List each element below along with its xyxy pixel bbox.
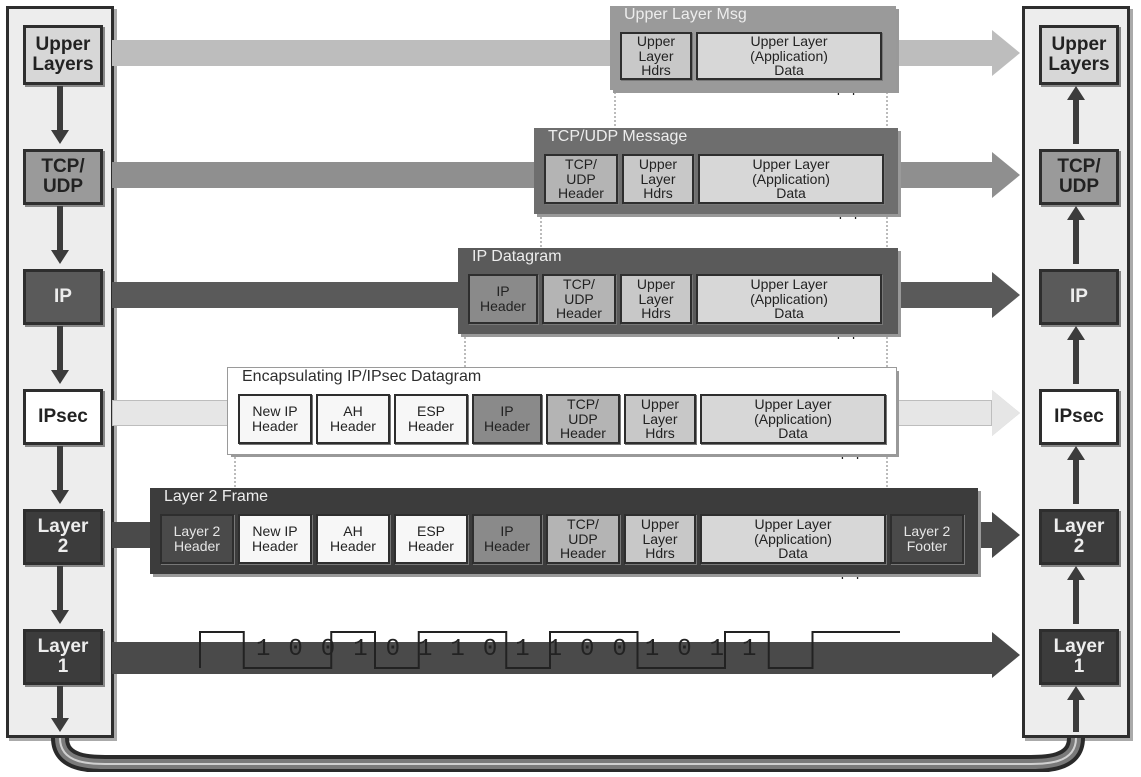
seg-ahh: AHHeader	[316, 394, 390, 444]
seg-tcph: TCP/UDPHeader	[546, 394, 620, 444]
m_upper: Upper Layer Msg UpperLayerHdrsUpper Layer…	[610, 6, 896, 90]
signal-waveform	[200, 628, 900, 672]
left-layer-l2: Layer2	[23, 509, 103, 565]
seg-newiph: New IPHeader	[238, 514, 312, 564]
seg-l2f: Layer 2Footer	[890, 514, 964, 564]
vertical-arrow	[53, 446, 67, 504]
m_l2: Layer 2 Frame Layer 2HeaderNew IPHeaderAH…	[150, 488, 978, 574]
seg-esph: ESPHeader	[394, 514, 468, 564]
seg-newiph: New IPHeader	[238, 394, 312, 444]
right-layer-l2: Layer2	[1039, 509, 1119, 565]
m_ip-title: IP Datagram	[472, 248, 562, 266]
m_tcp-title: TCP/UDP Message	[548, 128, 687, 146]
vertical-arrow	[53, 206, 67, 264]
vertical-arrow	[1069, 686, 1083, 732]
seg-tcph: TCP/UDPHeader	[544, 154, 618, 204]
left-layer-ip: IP	[23, 269, 103, 325]
seg-ulh: UpperLayerHdrs	[624, 394, 696, 444]
right-layer-tcpudp: TCP/UDP	[1039, 149, 1119, 205]
m_l2-title: Layer 2 Frame	[164, 488, 268, 506]
seg-iph: IPHeader	[472, 394, 542, 444]
m_ip: IP Datagram IPHeaderTCP/UDPHeaderUpperLay…	[458, 248, 898, 334]
vertical-arrow	[1069, 326, 1083, 384]
seg-uld: Upper Layer(Application)Data	[696, 32, 882, 80]
seg-esph: ESPHeader	[394, 394, 468, 444]
seg-ulh: UpperLayerHdrs	[624, 514, 696, 564]
left-layer-l1: Layer1	[23, 629, 103, 685]
vertical-arrow	[1069, 446, 1083, 504]
right-layer-ipsec: IPsec	[1039, 389, 1119, 445]
right-layer-ip: IP	[1039, 269, 1119, 325]
vertical-arrow	[53, 566, 67, 624]
seg-uld: Upper Layer(Application)Data	[698, 154, 884, 204]
seg-uld: Upper Layer(Application)Data	[700, 514, 886, 564]
vertical-arrow	[1069, 206, 1083, 264]
vertical-arrow	[53, 326, 67, 384]
seg-ahh: AHHeader	[316, 514, 390, 564]
m_tcp: TCP/UDP Message TCP/UDPHeaderUpperLayerHd…	[534, 128, 898, 214]
m_ipsec-title: Encapsulating IP/IPsec Datagram	[242, 368, 481, 386]
seg-iph: IPHeader	[472, 514, 542, 564]
m_upper-title: Upper Layer Msg	[624, 6, 747, 24]
seg-ulh: UpperLayerHdrs	[620, 32, 692, 80]
seg-l2h: Layer 2Header	[160, 514, 234, 564]
left-layer-upper: UpperLayers	[23, 25, 103, 85]
right-layer-l1: Layer1	[1039, 629, 1119, 685]
m_ipsec: Encapsulating IP/IPsec Datagram New IPHea…	[228, 368, 896, 454]
vertical-arrow	[1069, 566, 1083, 624]
vertical-arrow	[1069, 86, 1083, 144]
seg-ulh: UpperLayerHdrs	[622, 154, 694, 204]
left-layer-ipsec: IPsec	[23, 389, 103, 445]
seg-uld: Upper Layer(Application)Data	[700, 394, 886, 444]
diagram-stage: UpperLayers TCP/UDP IP IPsec Layer2 Layer1 Upp…	[0, 0, 1141, 772]
vertical-arrow	[53, 86, 67, 144]
seg-ulh: UpperLayerHdrs	[620, 274, 692, 324]
left-layer-tcpudp: TCP/UDP	[23, 149, 103, 205]
vertical-arrow	[53, 686, 67, 732]
physical-link-pipe	[0, 736, 1141, 772]
seg-uld: Upper Layer(Application)Data	[696, 274, 882, 324]
seg-tcph: TCP/UDPHeader	[546, 514, 620, 564]
seg-tcph: TCP/UDPHeader	[542, 274, 616, 324]
right-layer-upper: UpperLayers	[1039, 25, 1119, 85]
seg-iph: IPHeader	[468, 274, 538, 324]
